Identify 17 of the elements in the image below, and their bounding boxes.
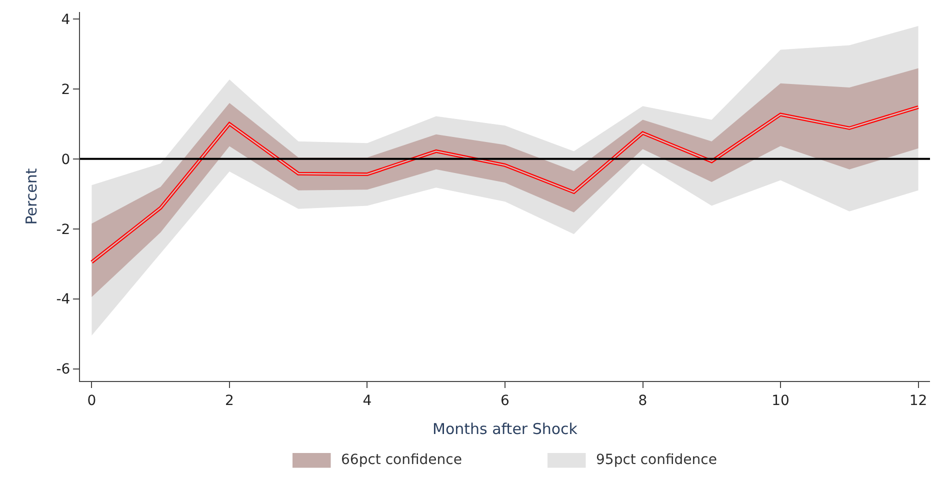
x-tick-label: 12: [909, 392, 928, 409]
y-axis-title: Percent: [22, 168, 40, 225]
x-axis-title: Months after Shock: [432, 420, 578, 438]
legend-label: 66pct confidence: [341, 452, 462, 468]
y-tick-label: -2: [56, 222, 70, 238]
x-tick-label: 4: [362, 392, 372, 409]
y-tick-label: 4: [61, 12, 70, 28]
x-tick-label: 8: [638, 392, 648, 409]
x-tick-label: 10: [772, 392, 790, 409]
x-tick-label: 0: [87, 392, 96, 409]
y-tick-label: -4: [56, 292, 70, 308]
y-tick-label: -6: [56, 362, 70, 378]
x-tick-label: 2: [225, 392, 234, 409]
x-tick-label: 6: [500, 392, 510, 409]
legend-label: 95pct confidence: [596, 452, 717, 468]
y-tick-label: 2: [61, 82, 70, 98]
y-tick-label: 0: [61, 152, 70, 168]
